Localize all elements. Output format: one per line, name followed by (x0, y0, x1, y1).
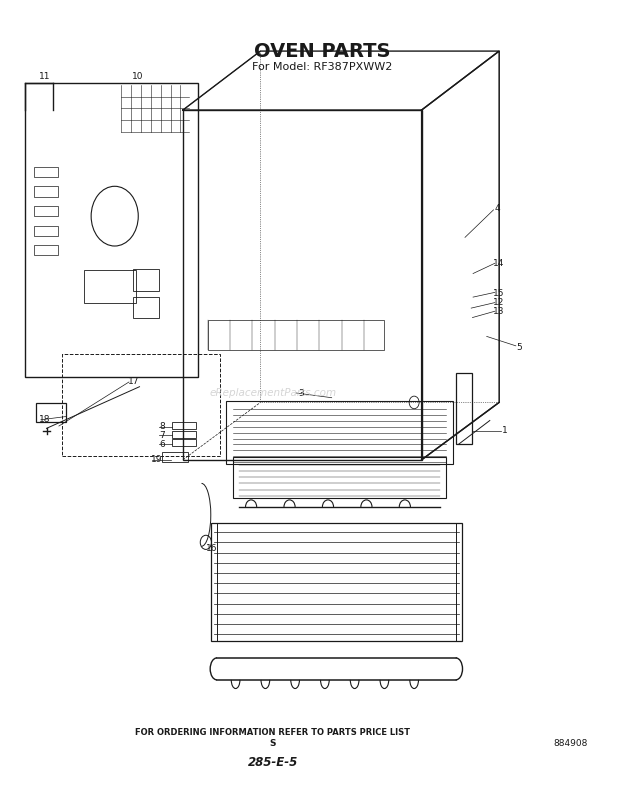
Text: 14: 14 (494, 259, 505, 268)
Text: 7: 7 (159, 431, 166, 440)
Text: For Model: RF387PXWW2: For Model: RF387PXWW2 (252, 62, 392, 72)
Bar (34, 206, 58, 216)
Text: 19: 19 (151, 455, 162, 465)
Text: 16: 16 (206, 544, 218, 553)
Text: eReplacementParts.com: eReplacementParts.com (209, 388, 337, 398)
Bar (172, 439, 196, 446)
Text: 17: 17 (128, 377, 139, 387)
Bar (84, 270, 136, 303)
Bar (232, 457, 446, 498)
Text: 10: 10 (132, 72, 143, 81)
Text: 12: 12 (494, 298, 505, 307)
Text: 8: 8 (159, 422, 166, 432)
Text: 6: 6 (159, 439, 166, 449)
Bar (183, 110, 422, 460)
Bar (133, 269, 159, 291)
Text: 884908: 884908 (553, 739, 588, 748)
Text: 18: 18 (39, 415, 50, 424)
Text: 4: 4 (494, 204, 500, 213)
Text: OVEN PARTS: OVEN PARTS (254, 42, 391, 61)
Text: 1: 1 (502, 426, 508, 435)
Bar (25, 83, 198, 377)
Text: 5: 5 (516, 343, 523, 352)
Bar (208, 320, 384, 350)
Bar (172, 431, 196, 438)
Bar (34, 186, 58, 196)
Bar (34, 245, 58, 255)
Text: S: S (270, 739, 276, 748)
Bar (172, 422, 196, 429)
Text: 15: 15 (494, 288, 505, 298)
Bar (36, 403, 66, 422)
Text: 13: 13 (494, 307, 505, 316)
Bar (456, 373, 472, 444)
Bar (34, 226, 58, 236)
Bar (133, 297, 159, 318)
Text: FOR ORDERING INFORMATION REFER TO PARTS PRICE LIST: FOR ORDERING INFORMATION REFER TO PARTS … (135, 728, 410, 737)
Text: 3: 3 (298, 388, 304, 398)
Bar (34, 167, 58, 177)
Bar (211, 523, 462, 641)
Bar (62, 354, 220, 456)
Text: 11: 11 (39, 72, 50, 81)
Text: 285-E-5: 285-E-5 (247, 756, 298, 769)
Bar (226, 401, 453, 464)
Bar (162, 452, 188, 462)
